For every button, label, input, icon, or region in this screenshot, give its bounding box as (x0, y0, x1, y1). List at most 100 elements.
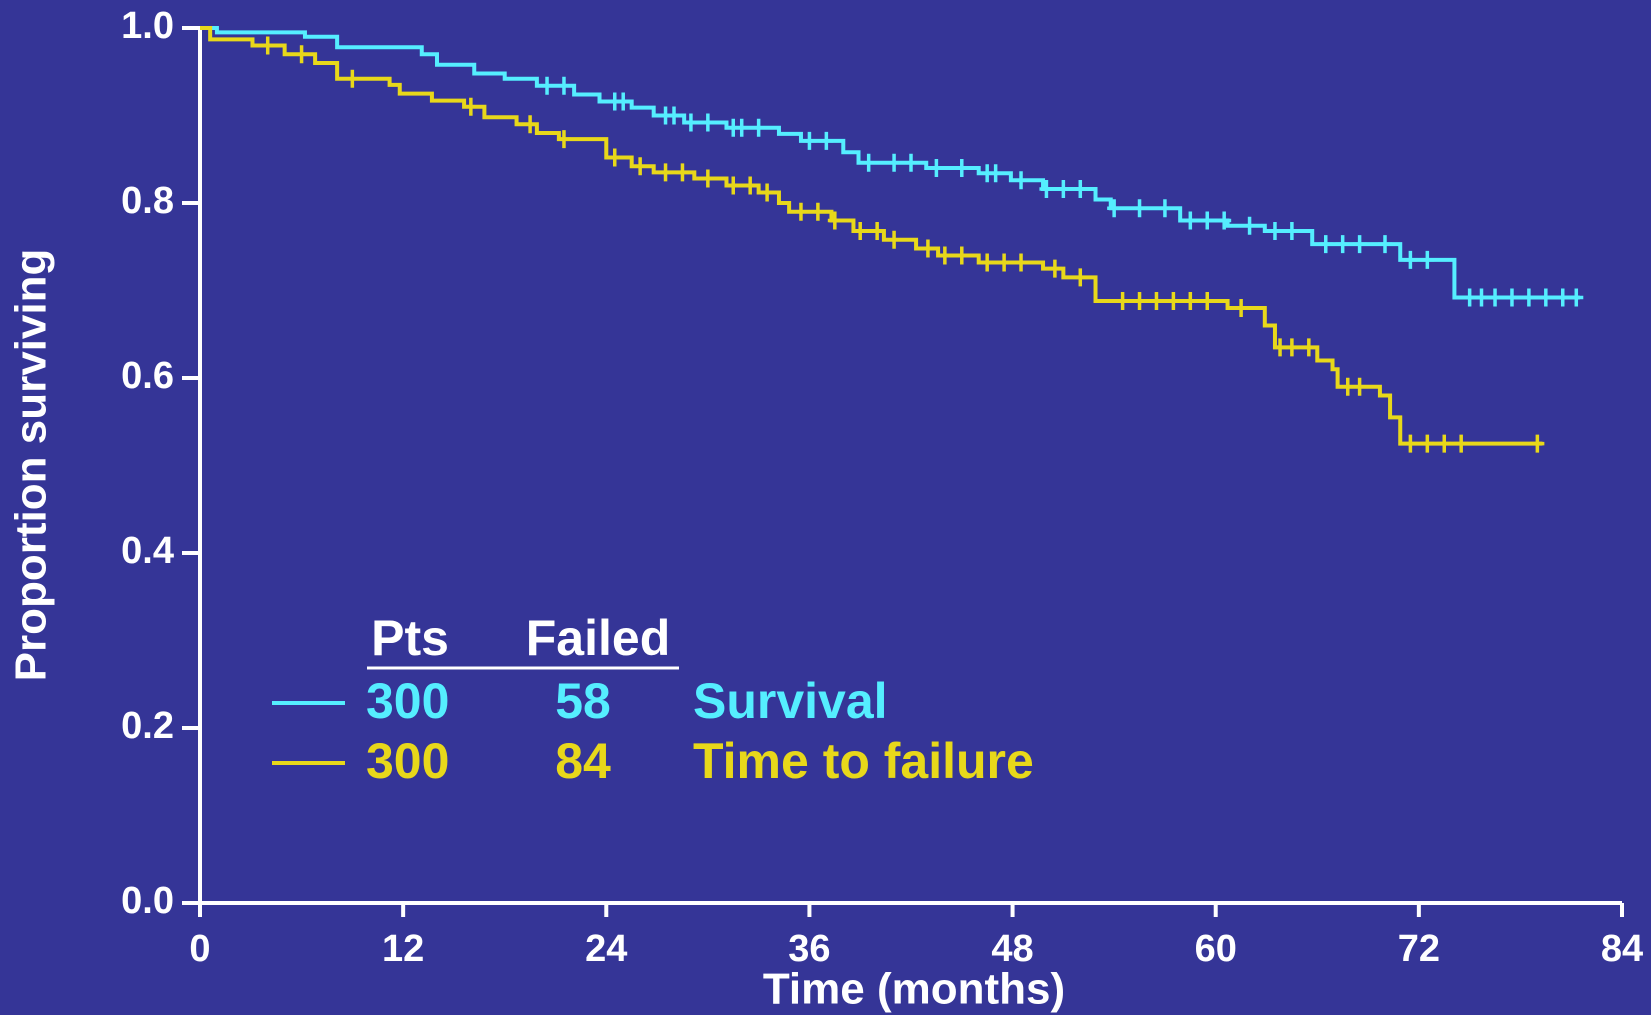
censor-mark (1267, 222, 1282, 240)
censor-mark (1335, 235, 1350, 254)
censor-mark (1538, 288, 1553, 307)
censor-mark (1073, 268, 1088, 287)
censor-mark (345, 69, 360, 88)
censor-mark (810, 202, 825, 221)
censor-mark (1454, 434, 1469, 453)
x-tick-label: 12 (382, 928, 424, 970)
censor-mark (523, 115, 538, 134)
censor-mark (1530, 434, 1545, 453)
y-tick-label: 0.2 (121, 705, 174, 747)
legend-label: Survival (693, 673, 888, 729)
censor-mark (294, 45, 309, 64)
x-tick-label: 60 (1195, 928, 1237, 970)
censor-mark (988, 164, 1003, 183)
censor-mark (887, 230, 902, 249)
censor-mark (1301, 338, 1316, 357)
censor-mark (980, 253, 995, 272)
censor-mark (260, 36, 275, 55)
censor-mark (616, 92, 631, 111)
censor-mark (887, 153, 902, 172)
censor-mark (751, 118, 766, 137)
censor-mark (1420, 434, 1435, 453)
censor-mark (1200, 211, 1215, 230)
censor-mark (667, 106, 681, 125)
censor-mark (1521, 288, 1536, 307)
censor-mark (904, 153, 918, 172)
censor-mark (1132, 292, 1147, 310)
censor-mark (1242, 216, 1257, 235)
censor-mark (1403, 434, 1418, 453)
legend-header: Failed (526, 610, 670, 666)
y-tick-label: 0.0 (121, 880, 174, 922)
censor-mark (1569, 288, 1584, 307)
legend-failed: 84 (555, 733, 611, 789)
censor-mark (700, 169, 715, 188)
censor-mark (683, 113, 698, 132)
censor-mark (1437, 434, 1452, 453)
censor-mark (1132, 199, 1147, 218)
legend-failed: 58 (555, 673, 611, 729)
x-tick-label: 0 (189, 928, 210, 970)
censor-mark (1183, 292, 1198, 310)
x-tick-label: 72 (1398, 928, 1440, 970)
censor-mark (1462, 288, 1477, 307)
censor-mark (1073, 180, 1088, 198)
censor-mark (1039, 180, 1054, 198)
censor-mark (1107, 199, 1122, 218)
x-tick-label: 36 (788, 928, 830, 970)
censor-mark (793, 202, 808, 221)
censor-mark (861, 153, 876, 172)
censor-mark (658, 163, 673, 182)
censor-mark (997, 253, 1012, 272)
censor-mark (937, 246, 952, 265)
x-tick-label: 84 (1601, 928, 1643, 970)
censor-mark (954, 246, 969, 265)
censor-mark (1166, 292, 1181, 310)
censor-mark (1217, 211, 1232, 230)
legend-label: Time to failure (693, 733, 1034, 789)
censor-mark (1403, 250, 1418, 269)
censor-mark (870, 222, 885, 240)
censor-mark (1284, 222, 1299, 240)
censor-mark (540, 76, 555, 95)
censor-mark (1273, 338, 1288, 357)
censor-mark (853, 222, 868, 240)
censor-mark (1149, 292, 1164, 310)
censor-mark (1157, 199, 1172, 218)
censor-mark (1047, 259, 1062, 278)
censor-mark (920, 239, 935, 258)
censor-mark (1488, 288, 1503, 307)
censor-mark (734, 118, 749, 137)
censor-mark (1183, 211, 1198, 230)
x-tick-label: 24 (585, 928, 627, 970)
censor-mark (1555, 288, 1570, 307)
censor-mark (1284, 338, 1299, 357)
censor-mark (1352, 235, 1367, 254)
censor-mark (556, 76, 571, 95)
censor-mark (607, 148, 622, 167)
censor-mark (675, 163, 690, 182)
censor-mark (954, 159, 969, 177)
censor-mark (700, 113, 715, 132)
censor-mark (1014, 253, 1029, 272)
survival-curve (200, 26, 1543, 446)
y-tick-label: 0.4 (121, 530, 174, 572)
y-tick-label: 0.6 (121, 355, 174, 397)
censor-mark (1420, 250, 1435, 269)
censor-mark (1056, 180, 1071, 198)
x-axis-label: Time (months) (763, 965, 1065, 1014)
censor-mark (819, 131, 834, 150)
censor-mark (929, 159, 944, 177)
censor-mark (726, 176, 741, 195)
censor-mark (556, 130, 571, 149)
censor-mark (1474, 288, 1489, 307)
censor-mark (1234, 299, 1249, 317)
legend-header: Pts (371, 610, 449, 666)
y-tick-label: 1.0 (121, 5, 174, 47)
censor-mark (1318, 235, 1333, 254)
censor-mark (1352, 377, 1367, 396)
y-tick-label: 0.8 (121, 180, 174, 222)
censor-mark (1340, 377, 1355, 396)
censor-mark (827, 211, 842, 230)
